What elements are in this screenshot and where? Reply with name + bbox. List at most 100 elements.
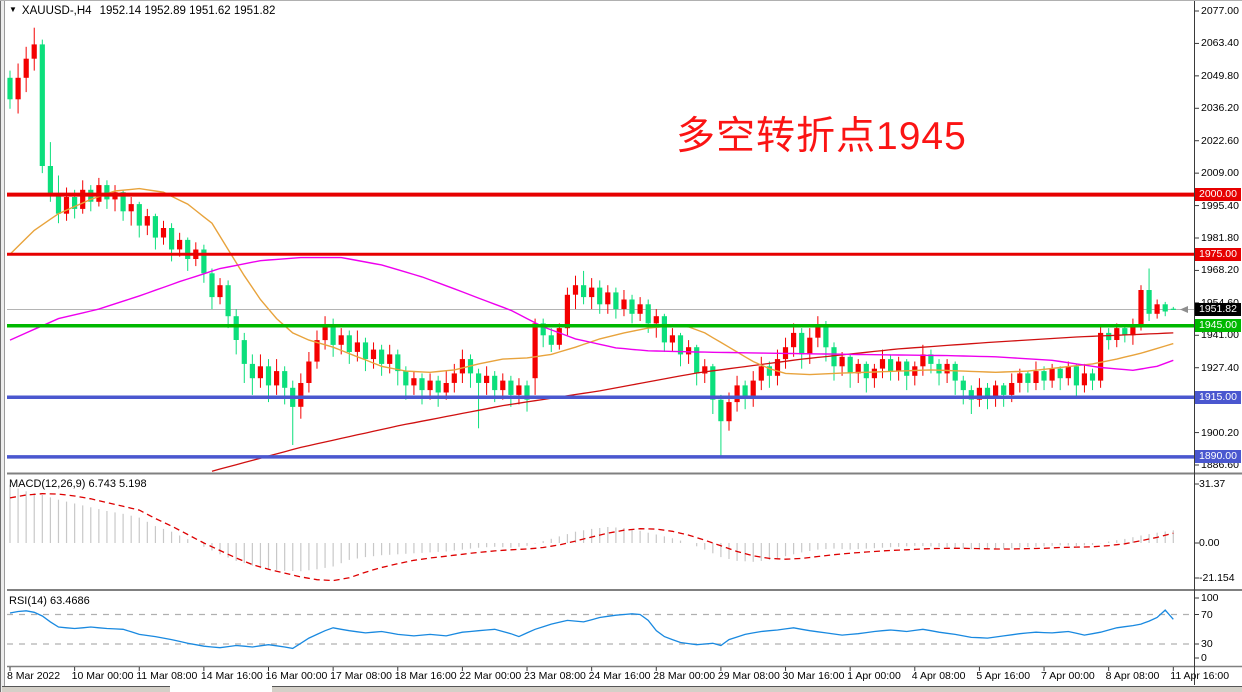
time-axis-label: 18 Mar 16:00: [394, 670, 457, 682]
candle-body: [1033, 371, 1039, 383]
candle-body: [952, 363, 958, 381]
time-axis-label: 14 Mar 16:00: [200, 670, 263, 682]
price-axis-label: 1981.80: [1201, 232, 1239, 244]
price-badge-1915.00: 1915.00: [1195, 390, 1241, 404]
candle-body: [346, 335, 352, 352]
price-axis-label: 2077.00: [1201, 5, 1239, 17]
candle-body: [960, 380, 966, 391]
time-axis-label: 7 Apr 00:00: [1041, 670, 1095, 682]
time-axis-label: 29 Mar 08:00: [717, 670, 780, 682]
candle-body: [411, 378, 417, 386]
candle-body: [823, 325, 829, 348]
candle-body: [605, 292, 611, 305]
candle-body: [314, 340, 320, 362]
candle-body: [791, 332, 797, 348]
candle-body: [201, 249, 207, 274]
candle-body: [556, 328, 562, 345]
candle-body: [370, 349, 377, 360]
candle-body: [7, 77, 13, 100]
price-axis-label: 2063.40: [1201, 37, 1239, 50]
candle-body: [896, 361, 902, 371]
symbol-dropdown-icon[interactable]: ▼: [9, 5, 17, 14]
candle-body: [936, 363, 942, 374]
candle-body: [1146, 290, 1152, 314]
candle-body: [564, 294, 570, 329]
candle-body: [241, 340, 247, 364]
time-axis-label: 1 Apr 00:00: [847, 670, 901, 682]
candle-body: [508, 380, 514, 395]
candle-body: [1114, 328, 1120, 340]
rsi-line: [9, 609, 1174, 650]
rsi-scale-label: 30: [1201, 638, 1213, 650]
candle-body: [888, 359, 894, 371]
time-axis-label: 10 Mar 00:00: [71, 670, 134, 682]
candle-body: [492, 375, 498, 391]
candle-body: [532, 323, 538, 379]
candle-body: [72, 197, 78, 209]
candle-body: [637, 304, 643, 314]
time-axis-label: 23 Mar 08:00: [524, 670, 586, 682]
candle-body: [128, 204, 134, 212]
candle-body: [920, 354, 926, 367]
candle-body: [47, 166, 53, 195]
candle-body: [1162, 304, 1168, 312]
candle-body: [15, 77, 21, 100]
candle-body: [702, 366, 708, 374]
slow-ma-line: [211, 332, 1174, 472]
candle-body: [306, 361, 312, 383]
candle-body: [152, 216, 158, 238]
candle-body: [1065, 366, 1071, 379]
candle-body: [944, 363, 950, 374]
candle-body: [1025, 373, 1031, 383]
macd-scale-label: 0.00: [1199, 537, 1220, 549]
candle-body: [726, 402, 732, 422]
candle-body: [177, 239, 183, 250]
candle-body: [661, 316, 667, 343]
price-axis-label: 2036.20: [1201, 102, 1239, 115]
candle-body: [80, 189, 86, 209]
price-axis-label: 1968.20: [1201, 264, 1239, 277]
candle-body: [209, 273, 215, 298]
candle-body: [863, 363, 869, 379]
candle-body: [249, 363, 255, 379]
fast-ma-line: [9, 187, 1174, 376]
annotation-text: 多空转折点1945: [676, 115, 967, 158]
candle-body: [476, 373, 482, 383]
candle-body: [1057, 368, 1063, 379]
candle-body: [387, 354, 393, 364]
candle-body: [1073, 366, 1079, 386]
candle-body: [1170, 308, 1176, 310]
candle-body: [815, 325, 821, 338]
macd-signal-line: [9, 493, 1174, 582]
candle-body: [104, 185, 110, 200]
candle-body: [742, 385, 748, 398]
candle-body: [459, 359, 465, 374]
candle-body: [1106, 332, 1112, 341]
candle-body: [379, 349, 385, 364]
candle-body: [694, 347, 700, 374]
time-axis-label: 16 Mar 00:00: [265, 670, 328, 682]
candle-body: [839, 356, 845, 367]
time-axis-label: 11 Mar 08:00: [136, 670, 198, 682]
candle-body: [39, 44, 45, 166]
candle-body: [1098, 332, 1104, 381]
macd-scale-label: 31.37: [1199, 478, 1226, 490]
background-window-strip: [2, 686, 170, 692]
time-axis-label: 4 Apr 08:00: [911, 670, 966, 682]
candle-body: [144, 216, 150, 226]
price-axis-label: 2009.00: [1201, 167, 1239, 180]
candles-series: [7, 27, 1176, 457]
candle-body: [976, 387, 982, 400]
candle-body: [484, 375, 490, 383]
rsi-scale-label: 0: [1201, 652, 1207, 664]
candle-body: [1154, 304, 1160, 314]
candle-body: [395, 354, 401, 372]
rsi-scale-label: 70: [1201, 608, 1213, 621]
macd-histogram: [9, 484, 1174, 572]
candle-body: [613, 292, 619, 310]
symbol-timeframe-label: XAUUSD-,H4: [21, 5, 92, 17]
candle-body: [1130, 325, 1136, 336]
candle-body: [993, 385, 999, 398]
